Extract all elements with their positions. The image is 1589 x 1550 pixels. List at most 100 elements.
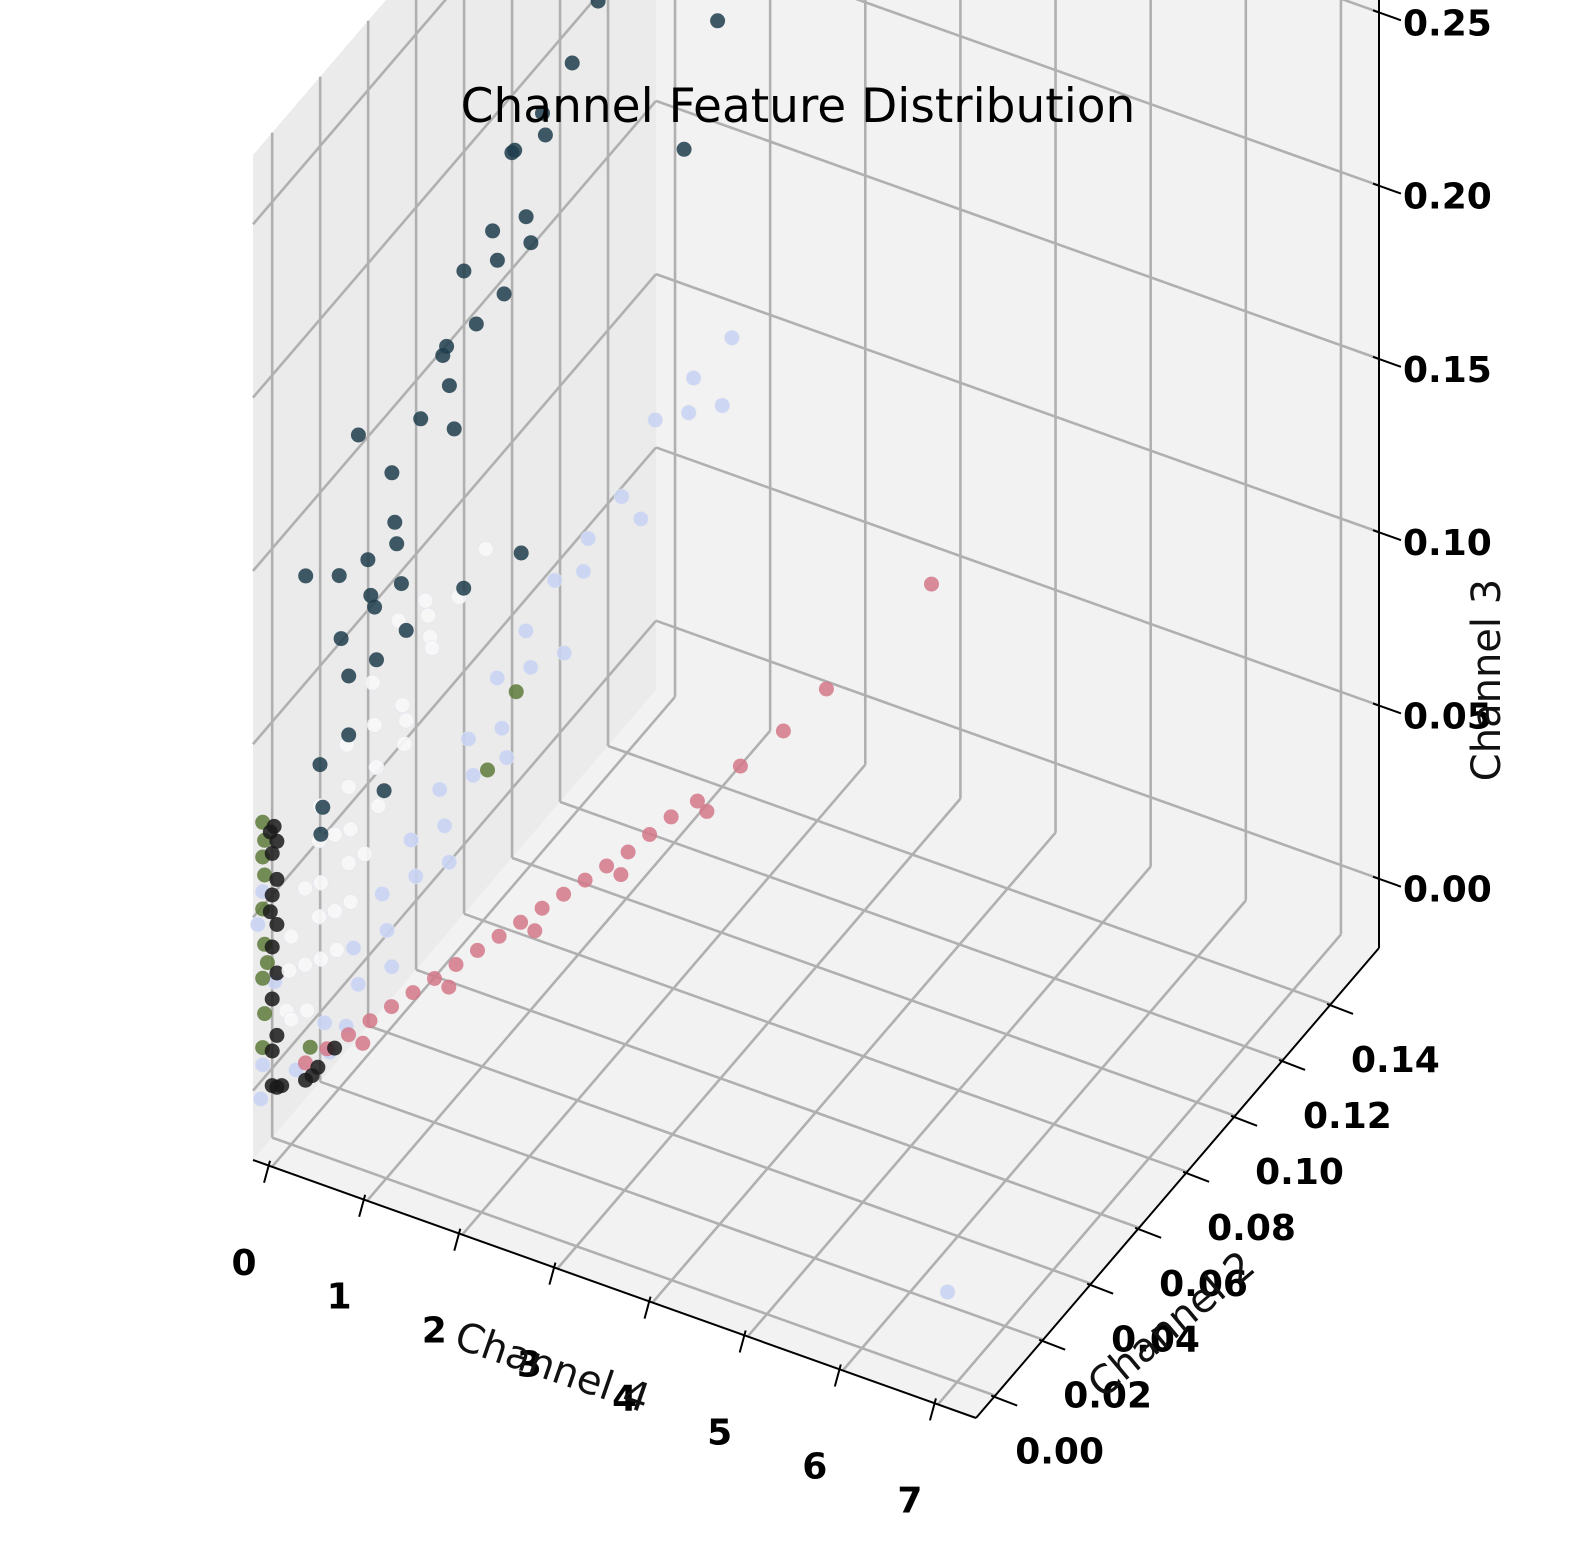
data-point [546,572,563,589]
data-point [313,826,329,842]
data-point [613,488,630,505]
data-point [310,1059,326,1075]
data-point [513,545,529,561]
data-point [424,640,440,656]
data-point [366,717,383,733]
data-point [269,917,285,932]
data-point [264,845,280,861]
data-point [456,263,472,279]
data-point [508,684,524,700]
data-point [398,712,415,729]
data-point [283,1011,300,1028]
data-point [398,622,414,638]
data-point [441,854,458,871]
z-gridline [252,100,657,572]
data-point [257,867,273,883]
data-point [732,758,748,774]
data-point [407,868,424,885]
data-point [523,235,539,251]
data-point [274,1078,290,1094]
y-gridline [271,1136,996,1397]
y-tick-label: 0.06 [1159,1264,1248,1305]
x-tick-label: 5 [707,1413,732,1454]
x-tick-mark [263,1160,271,1184]
data-point [283,928,300,945]
data-point [496,286,512,302]
x-tick-label: 1 [327,1277,352,1318]
x-tick-label: 6 [802,1447,827,1488]
data-point [299,1002,315,1019]
data-point [311,908,327,925]
z-tick-mark [1372,529,1402,542]
data-point [818,681,834,697]
data-point [441,979,457,995]
x-tick-mark [643,1296,652,1319]
data-point [264,887,280,903]
x-tick-mark [548,1262,557,1285]
x-tick-label: 3 [517,1345,542,1386]
data-point [647,412,664,428]
data-point [446,421,462,437]
data-point [405,985,421,1001]
data-point [363,587,379,603]
data-point [535,105,550,121]
y-gridline [319,1080,1044,1341]
data-point [403,832,419,848]
data-point [374,886,391,902]
y-tick-label: 0.02 [1063,1376,1152,1417]
data-point [384,465,400,481]
data-point [254,1057,271,1073]
data-point [633,511,649,527]
y-tick-label: 0.00 [1015,1432,1104,1473]
y-tick-mark [990,1394,1018,1407]
data-point [564,55,580,71]
z-gridline [655,272,1380,534]
x-axis-line [252,1159,977,1419]
y-axis-line [975,947,1380,1419]
data-point [689,793,705,809]
data-point [599,858,615,874]
data-point [427,971,442,986]
y-tick-label: 0.04 [1111,1320,1200,1361]
data-point [379,922,395,939]
y-tick-label: 0.10 [1255,1152,1344,1193]
data-point [498,749,515,766]
data-point [326,903,343,919]
left-pane [253,0,656,1160]
y-tick-mark [1230,1114,1258,1127]
data-point [264,939,280,955]
data-point [393,576,409,592]
y-tick-label: 0.14 [1351,1040,1440,1081]
data-point [370,798,387,814]
data-point [302,1039,318,1055]
data-point [281,962,298,979]
z-gridline [855,0,1380,187]
data-point [724,329,740,346]
data-point [456,580,472,596]
data-point [439,338,455,354]
z-tick-mark [1372,355,1402,368]
data-point [489,252,505,268]
y-tick-mark [1182,1170,1210,1183]
data-point [350,976,367,993]
back-pane [656,0,1379,948]
data-point [252,1091,269,1107]
x-tick-label: 2 [422,1311,447,1352]
x-tick-mark [453,1228,462,1251]
z-tick-mark [1372,9,1402,22]
data-point [420,607,437,624]
data-point [477,541,494,557]
data-point [327,1040,343,1056]
x-tick-mark [358,1194,367,1217]
data-point [364,674,381,691]
y-tick-label: 0.12 [1303,1096,1392,1137]
data-point [465,767,482,784]
data-point [396,736,413,752]
chart-title: Channel Feature Distribution [461,79,1136,134]
data-point [620,844,636,860]
y-tick-mark [1038,1338,1066,1351]
data-point [331,568,347,584]
z-tick-mark [1372,182,1402,195]
z-tick-label: 0.10 [1403,523,1492,564]
data-point [384,999,399,1015]
